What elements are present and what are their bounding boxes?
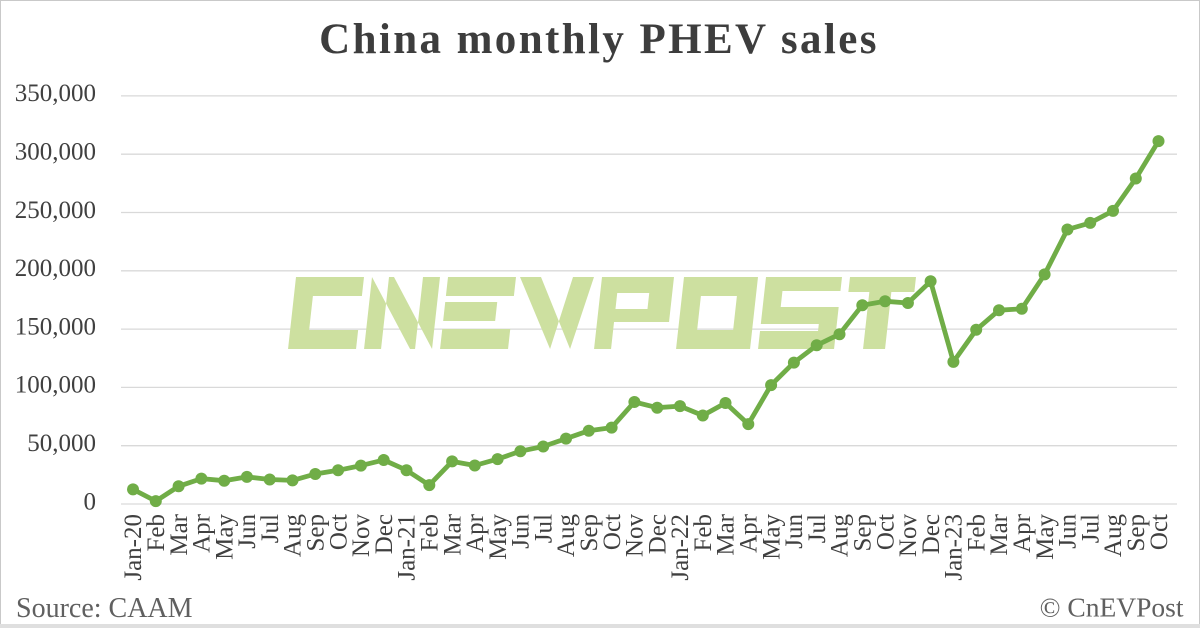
svg-text:Jul: Jul <box>257 514 284 543</box>
svg-text:250,000: 250,000 <box>15 197 96 224</box>
svg-text:May: May <box>1032 514 1059 560</box>
svg-text:Source: CAAM: Source: CAAM <box>16 593 193 624</box>
svg-text:Feb: Feb <box>143 514 170 552</box>
svg-text:Aug: Aug <box>553 514 580 558</box>
svg-text:Jan-22: Jan-22 <box>667 514 694 581</box>
svg-text:Apr: Apr <box>462 513 489 553</box>
svg-text:Mar: Mar <box>986 513 1013 555</box>
svg-text:Jul: Jul <box>1077 514 1104 543</box>
svg-text:Jul: Jul <box>804 514 831 543</box>
svg-text:Nov: Nov <box>348 514 375 558</box>
svg-text:Oct: Oct <box>599 514 626 550</box>
svg-text:© CnEVPost: © CnEVPost <box>1040 592 1184 623</box>
svg-text:50,000: 50,000 <box>27 430 96 457</box>
svg-text:Jun: Jun <box>781 514 808 549</box>
svg-text:Jan-23: Jan-23 <box>941 514 968 581</box>
svg-text:Jun: Jun <box>234 514 261 549</box>
svg-text:0: 0 <box>84 488 97 515</box>
svg-text:Aug: Aug <box>1100 514 1127 558</box>
svg-text:Apr: Apr <box>1009 513 1036 553</box>
svg-text:200,000: 200,000 <box>15 255 96 282</box>
svg-text:Jul: Jul <box>530 514 557 543</box>
svg-text:150,000: 150,000 <box>15 313 96 340</box>
svg-text:300,000: 300,000 <box>15 139 96 166</box>
svg-text:Nov: Nov <box>895 514 922 558</box>
svg-text:Mar: Mar <box>439 513 466 555</box>
svg-text:Feb: Feb <box>963 514 990 552</box>
svg-text:Apr: Apr <box>736 513 763 553</box>
svg-text:100,000: 100,000 <box>15 372 96 399</box>
svg-text:Jun: Jun <box>508 514 535 549</box>
svg-text:May: May <box>211 514 238 560</box>
svg-text:Sep: Sep <box>576 514 603 552</box>
svg-text:Dec: Dec <box>918 514 945 554</box>
svg-text:Jan-21: Jan-21 <box>394 514 421 581</box>
svg-text:Jan-20: Jan-20 <box>120 514 147 581</box>
svg-text:Jun: Jun <box>1055 514 1082 549</box>
svg-text:Feb: Feb <box>690 514 717 552</box>
svg-text:Aug: Aug <box>280 514 307 558</box>
svg-text:Nov: Nov <box>622 514 649 558</box>
svg-text:May: May <box>485 514 512 560</box>
svg-text:Feb: Feb <box>417 514 444 552</box>
svg-text:350,000: 350,000 <box>15 80 96 107</box>
svg-text:Dec: Dec <box>644 514 671 554</box>
svg-text:Apr: Apr <box>189 513 216 553</box>
svg-text:China monthly PHEV sales: China monthly PHEV sales <box>319 16 879 63</box>
svg-text:Aug: Aug <box>827 514 854 558</box>
svg-text:Mar: Mar <box>166 513 193 555</box>
svg-text:Sep: Sep <box>1123 514 1150 552</box>
svg-text:Sep: Sep <box>850 514 877 552</box>
svg-text:Dec: Dec <box>371 514 398 554</box>
svg-text:Mar: Mar <box>713 513 740 555</box>
svg-text:May: May <box>758 514 785 560</box>
svg-text:Sep: Sep <box>303 514 330 552</box>
svg-text:Oct: Oct <box>1146 514 1173 550</box>
svg-text:Oct: Oct <box>872 514 899 550</box>
svg-text:Oct: Oct <box>325 514 352 550</box>
